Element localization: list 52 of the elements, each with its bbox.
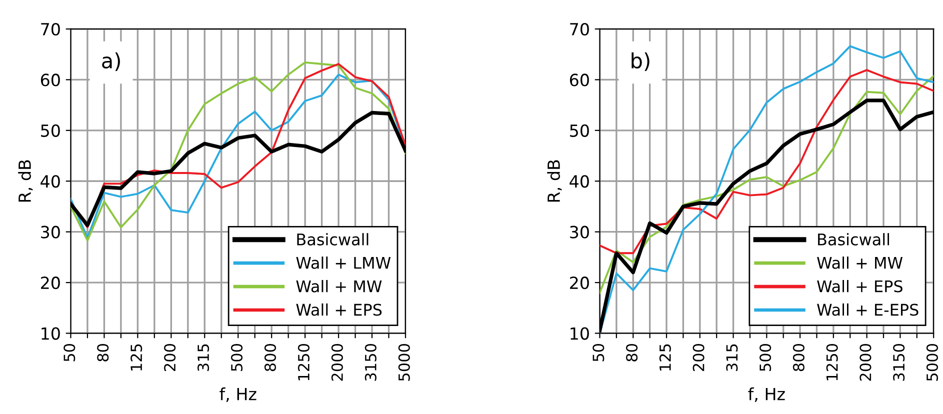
legend-label: Wall + LMW xyxy=(296,256,391,269)
x-tick-label: 50 xyxy=(592,344,604,362)
y-tick-label: 60 xyxy=(40,74,60,86)
legend-label: Wall + EPS xyxy=(817,280,902,292)
x-tick-label: 200 xyxy=(164,344,176,372)
y-tick-label: 20 xyxy=(41,276,60,290)
legend-label: Basicwall xyxy=(297,233,368,246)
line-series xyxy=(600,75,934,294)
y-tick-label: 50 xyxy=(570,124,589,137)
legend-label: Wall + EPS xyxy=(296,303,382,316)
x-tick-label: 80 xyxy=(626,344,638,362)
x-tick-label: 500 xyxy=(230,344,243,371)
y-tick-label: 70 xyxy=(41,22,60,36)
x-axis-title: f, Hz xyxy=(748,387,785,402)
y-tick-label: 70 xyxy=(570,22,589,36)
x-tick-label: 800 xyxy=(792,344,804,372)
y-axis-title: R, dB xyxy=(18,160,33,202)
legend-label: Wall + MW xyxy=(296,280,382,292)
x-tick-label: 315 xyxy=(198,344,210,371)
y-tick-label: 40 xyxy=(570,175,589,188)
y-tick-label: 40 xyxy=(40,175,60,188)
x-tick-label: 500 xyxy=(760,344,772,371)
x-tick-label: 2000 xyxy=(331,344,343,381)
y-tick-label: 50 xyxy=(41,124,60,137)
legend-label: Wall + E-EPS xyxy=(817,303,918,316)
legend-label: Wall + MW xyxy=(817,256,903,269)
x-tick-label: 1250 xyxy=(826,344,838,380)
x-tick-label: 80 xyxy=(97,344,109,362)
y-tick-label: 30 xyxy=(570,226,589,238)
annotation: a) xyxy=(102,52,120,71)
x-tick-label: 2000 xyxy=(860,344,872,381)
legend-label: Basicwall xyxy=(818,233,890,246)
x-tick-label: 125 xyxy=(130,344,142,370)
x-tick-label: 50 xyxy=(64,344,76,362)
x-tick-label: 3150 xyxy=(893,344,905,381)
y-tick-label: 20 xyxy=(570,276,589,290)
line-series xyxy=(600,69,934,254)
x-tick-label: 315 xyxy=(726,344,738,371)
x-tick-label: 1250 xyxy=(298,344,310,380)
x-tick-label: 5000 xyxy=(926,344,938,381)
x-tick-label: 5000 xyxy=(398,344,410,381)
x-tick-label: 200 xyxy=(692,344,704,372)
y-tick-label: 10 xyxy=(570,327,589,340)
annotation: b) xyxy=(632,52,650,71)
y-tick-label: 30 xyxy=(41,226,60,238)
x-axis-title: f, Hz xyxy=(220,387,256,402)
y-tick-label: 10 xyxy=(42,327,60,340)
x-tick-label: 800 xyxy=(264,344,276,372)
x-tick-label: 3150 xyxy=(364,344,376,381)
y-axis-title: R, dB xyxy=(547,160,562,202)
x-tick-label: 125 xyxy=(659,344,671,370)
y-tick-label: 60 xyxy=(570,74,589,86)
